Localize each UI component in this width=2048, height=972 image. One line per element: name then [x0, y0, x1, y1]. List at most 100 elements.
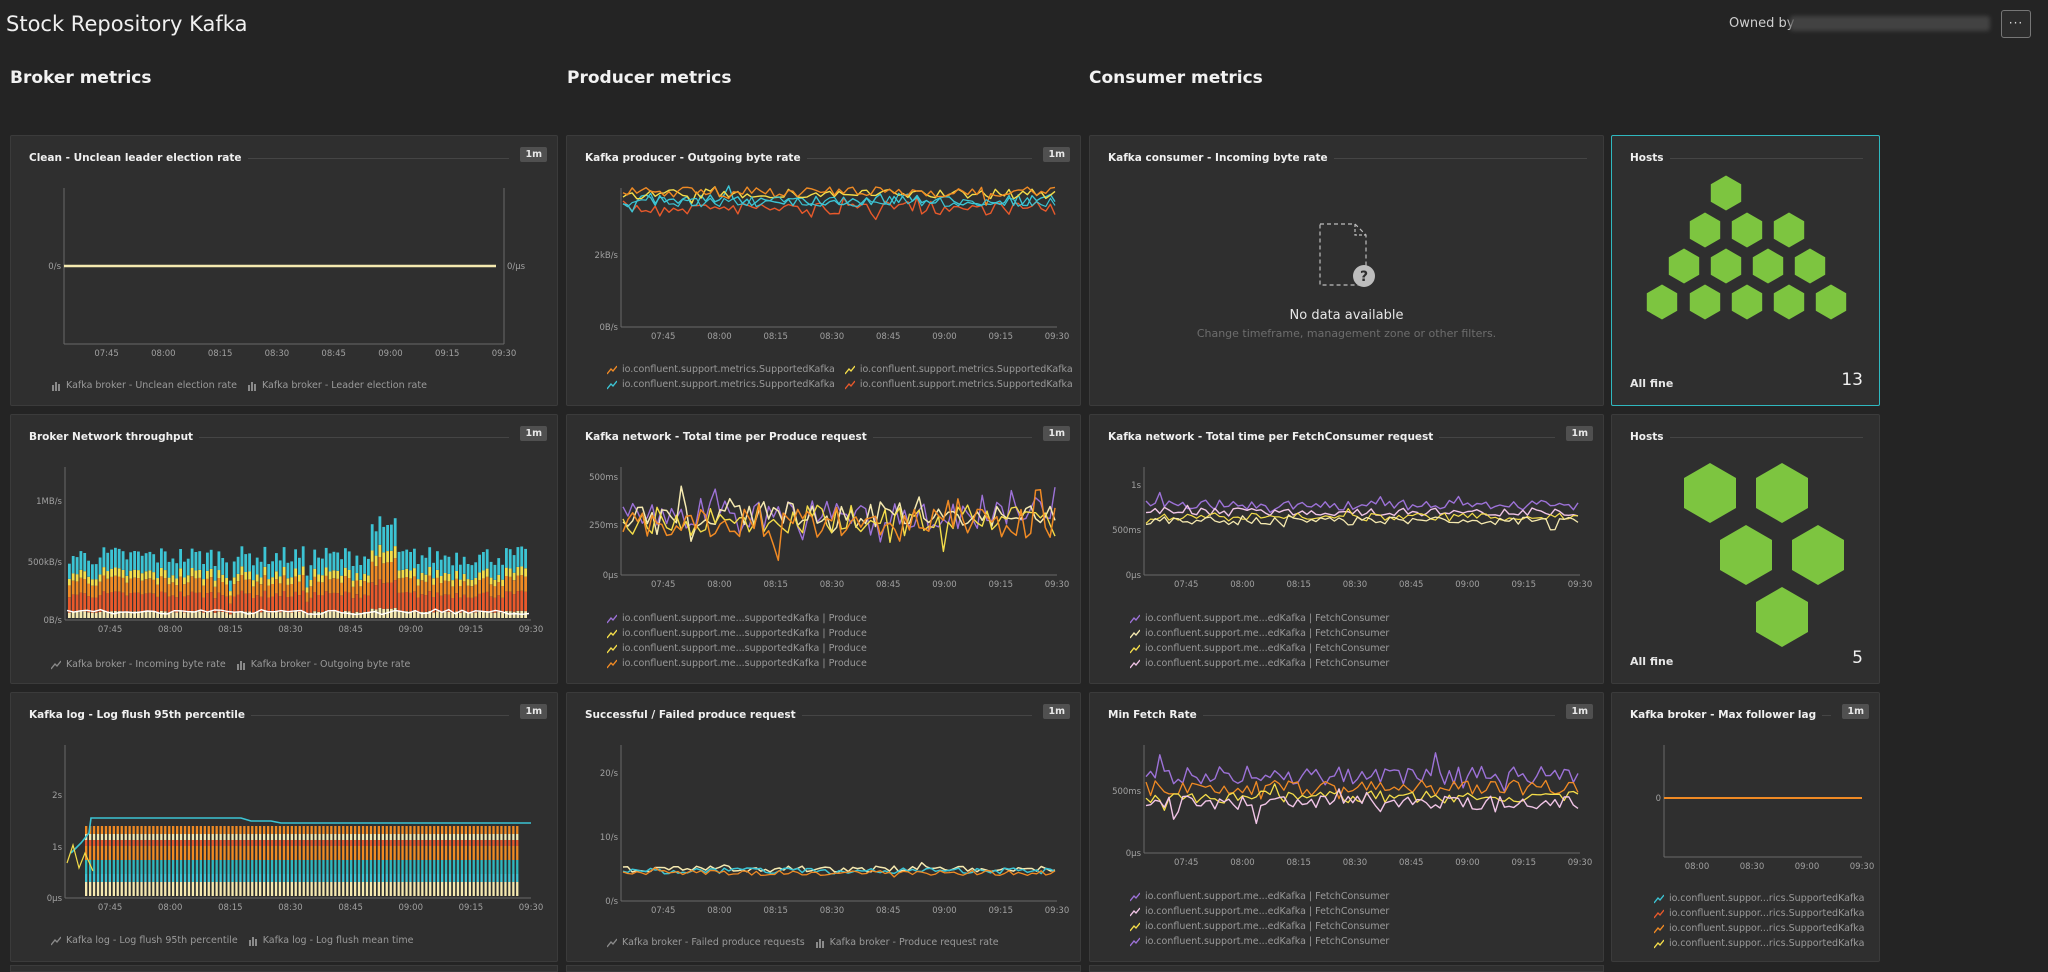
log-flush-bar-segment — [247, 882, 250, 896]
legend-item[interactable]: Kafka broker - Leader election rate — [247, 380, 427, 391]
chart-legend: Kafka log - Log flush 95th percentile Kaf… — [50, 933, 423, 948]
host-hexagon — [1792, 525, 1844, 585]
tile-hosts-overview[interactable]: Hosts All fine 5 — [1611, 414, 1880, 684]
timeframe-badge[interactable]: 1m — [1043, 426, 1070, 441]
tile-hosts-overview[interactable]: Hosts All fine 13 — [1611, 135, 1880, 406]
log-flush-bar-segment — [476, 834, 479, 840]
legend-item[interactable]: io.confluent.support.me...edKafka | Fetc… — [1129, 921, 1389, 932]
tile-fetchconsumer-request-time[interactable]: Kafka network - Total time per FetchCons… — [1089, 414, 1604, 684]
throughput-bar-segment — [455, 552, 458, 571]
throughput-bar-segment — [175, 597, 179, 613]
legend-item[interactable]: Kafka broker - Produce request rate — [815, 937, 999, 948]
chart-legend: io.confluent.support.me...edKafka | Fetc… — [1129, 611, 1399, 671]
line-series-icon — [1129, 659, 1141, 669]
timeframe-badge[interactable]: 1m — [1566, 704, 1593, 719]
tile-leader-election-rate[interactable]: Clean - Unclean leader election rate 1m 07… — [10, 135, 558, 406]
log-flush-bar-segment — [496, 846, 499, 860]
tile-consumer-incoming-byte-rate[interactable]: Kafka consumer - Incoming byte rate? No d… — [1089, 135, 1604, 406]
throughput-bar-segment — [194, 592, 198, 612]
log-flush-bar-segment — [89, 834, 92, 840]
legend-item[interactable]: io.confluent.support.me...supportedKafka… — [606, 643, 867, 654]
tile-title: Kafka network - Total time per FetchCons… — [1108, 431, 1434, 443]
log-flush-bar-segment — [92, 826, 96, 834]
throughput-bar-segment — [140, 573, 144, 581]
log-flush-bar-segment — [409, 834, 412, 840]
log-flush-bar-segment — [286, 840, 289, 846]
legend-item[interactable]: io.confluent.support.me...edKafka | Fetc… — [1129, 906, 1389, 917]
legend-item[interactable]: Kafka log - Log flush mean time — [248, 935, 413, 946]
legend-item[interactable]: Kafka broker - Incoming byte rate — [50, 659, 226, 670]
tile-produce-request-success-failure[interactable]: Successful / Failed produce request 1m 07:… — [566, 692, 1081, 962]
throughput-bar-segment — [432, 612, 435, 618]
legend-item[interactable]: io.confluent.support.metrics.SupportedKa… — [606, 379, 835, 390]
log-flush-bar-segment — [120, 834, 123, 840]
throughput-bar-segment — [355, 580, 359, 595]
legend-item[interactable]: Kafka log - Log flush 95th percentile — [50, 935, 238, 946]
tile-produce-request-time[interactable]: Kafka network - Total time per Produce r… — [566, 414, 1081, 684]
legend-item[interactable]: io.confluent.support.me...supportedKafka… — [606, 628, 867, 639]
legend-item[interactable]: io.confluent.support.me...edKafka | Fetc… — [1129, 628, 1389, 639]
legend-item[interactable]: io.confluent.support.me...edKafka | Fetc… — [1129, 643, 1389, 654]
throughput-bar-segment — [286, 597, 290, 613]
throughput-bar-segment — [75, 611, 79, 618]
log-flush-bar-segment — [437, 874, 440, 882]
log-flush-bar-segment — [270, 874, 274, 882]
timeframe-badge[interactable]: 1m — [520, 704, 547, 719]
log-flush-bar-segment — [183, 834, 187, 840]
log-flush-bar-segment — [508, 874, 511, 882]
throughput-bar-segment — [267, 597, 271, 613]
throughput-bar-segment — [382, 526, 386, 553]
log-flush-bar-segment — [492, 834, 495, 840]
legend-item[interactable]: io.confluent.support.me...edKafka | Fetc… — [1129, 613, 1389, 624]
log-flush-bar-segment — [183, 826, 187, 834]
tile-log-flush-percentile[interactable]: Kafka log - Log flush 95th percentile 1m 0… — [10, 692, 558, 962]
throughput-bar-segment — [317, 581, 320, 595]
throughput-bar-segment — [443, 611, 447, 618]
timeframe-badge[interactable]: 1m — [1566, 426, 1593, 441]
legend-item[interactable]: io.confluent.suppor...rics.SupportedKafk… — [1653, 938, 1864, 949]
legend-item[interactable]: io.confluent.support.me...supportedKafka… — [606, 613, 867, 624]
section-producer-metrics: Producer metrics — [567, 68, 732, 88]
legend-item[interactable]: io.confluent.support.me...edKafka | Fetc… — [1129, 891, 1389, 902]
timeframe-badge[interactable]: 1m — [1043, 704, 1070, 719]
y-tick-label: 500ms — [589, 473, 619, 483]
legend-item[interactable]: io.confluent.support.metrics.SupportedKa… — [606, 364, 835, 375]
throughput-bar-segment — [167, 577, 171, 585]
timeframe-badge[interactable]: 1m — [1842, 704, 1869, 719]
legend-item[interactable]: io.confluent.suppor...rics.SupportedKafk… — [1653, 923, 1864, 934]
legend-item[interactable]: io.confluent.suppor...rics.SupportedKafk… — [1653, 908, 1864, 919]
throughput-bar-segment — [140, 594, 144, 612]
throughput-bar-segment — [129, 570, 133, 579]
throughput-bar-segment — [317, 557, 320, 575]
throughput-bar-segment — [347, 611, 351, 618]
throughput-bar-segment — [347, 578, 351, 593]
bar-series-icon — [247, 381, 257, 391]
timeframe-badge[interactable]: 1m — [1043, 147, 1070, 162]
timeframe-badge[interactable]: 1m — [520, 426, 547, 441]
legend-item[interactable]: Kafka broker - Failed produce requests — [606, 937, 805, 948]
log-flush-bar-segment — [298, 840, 301, 846]
legend-item[interactable]: io.confluent.support.metrics.SupportedKa… — [844, 379, 1073, 390]
log-flush-bar-segment — [140, 874, 143, 882]
legend-item[interactable]: io.confluent.support.metrics.SupportedKa… — [844, 364, 1073, 375]
legend-item[interactable]: io.confluent.suppor...rics.SupportedKafk… — [1653, 893, 1864, 904]
throughput-bar-segment — [171, 612, 175, 618]
tile-min-fetch-rate[interactable]: Min Fetch Rate 1m 07:45 08:00 08:15 08:30 08:4… — [1089, 692, 1604, 962]
log-flush-bar-segment — [89, 840, 92, 846]
log-flush-bar-segment — [385, 834, 388, 840]
tile-max-follower-lag[interactable]: Kafka broker - Max follower lag 1m 08:00 08… — [1611, 692, 1880, 962]
log-flush-bar-segment — [203, 834, 206, 840]
throughput-bar-segment — [79, 577, 83, 593]
legend-item[interactable]: io.confluent.support.me...edKafka | Fetc… — [1129, 658, 1389, 669]
log-flush-bar-segment — [203, 840, 206, 846]
log-flush-bar-segment — [124, 882, 127, 896]
log-flush-bar-segment — [267, 860, 270, 874]
tile-broker-network-throughput[interactable]: Broker Network throughput 1m 07:45 08:00 08:… — [10, 414, 558, 684]
legend-item[interactable]: io.confluent.support.me...supportedKafka… — [606, 658, 867, 669]
legend-item[interactable]: io.confluent.support.me...edKafka | Fetc… — [1129, 936, 1389, 947]
legend-item[interactable]: Kafka broker - Outgoing byte rate — [236, 659, 410, 670]
legend-item[interactable]: Kafka broker - Unclean election rate — [51, 380, 237, 391]
timeframe-badge[interactable]: 1m — [520, 147, 547, 162]
tile-producer-outgoing-byte-rate[interactable]: Kafka producer - Outgoing byte rate 1m 07:… — [566, 135, 1081, 406]
more-options-button[interactable]: ··· — [2001, 10, 2031, 38]
